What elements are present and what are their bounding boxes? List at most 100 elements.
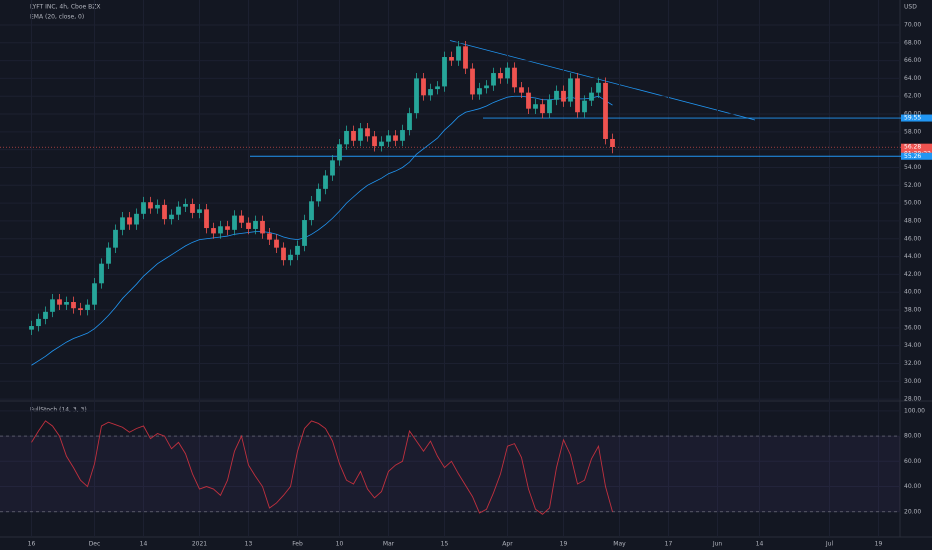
- ema-legend: EMA (20, close, 0): [30, 14, 84, 21]
- candle-body: [477, 88, 482, 95]
- candle-body: [113, 229, 118, 248]
- candle-body: [225, 226, 230, 230]
- y-tick-label: 100.00: [904, 407, 925, 414]
- candle-body: [127, 217, 132, 225]
- candle-body: [533, 104, 538, 109]
- candle-body: [463, 46, 468, 69]
- candle-body: [372, 136, 377, 147]
- candle-body: [43, 311, 48, 319]
- x-tick-label: Jul: [825, 541, 834, 548]
- price-label-bg: [901, 152, 932, 160]
- x-tick-label: Jun: [712, 541, 723, 548]
- candle-body: [603, 82, 608, 139]
- candle-body: [568, 78, 573, 102]
- candle-body: [183, 204, 188, 207]
- y-tick-label: 50.00: [904, 200, 921, 207]
- candle-body: [316, 188, 321, 202]
- candle-body: [519, 87, 524, 93]
- candle-body: [561, 90, 566, 102]
- candle-body: [435, 86, 440, 90]
- candle-body: [505, 67, 510, 79]
- candle-body: [379, 141, 384, 147]
- price-label: 56.28: [904, 144, 921, 151]
- candle-body: [162, 204, 167, 220]
- candle-body: [540, 104, 545, 114]
- y-tick-label: 32.00: [904, 360, 921, 367]
- x-tick-label: 16: [28, 541, 36, 548]
- candle-body: [295, 245, 300, 255]
- x-tick-label: May: [613, 541, 626, 548]
- candle-body: [64, 302, 69, 305]
- stoch-legend: FullStoch (14, 3, 3): [30, 407, 87, 414]
- candle-body: [155, 204, 160, 209]
- y-tick-label: 36.00: [904, 324, 921, 331]
- candle-body: [134, 213, 139, 225]
- x-tick-label: Apr: [502, 541, 513, 548]
- candle-body: [176, 206, 181, 215]
- indicator-line: [31, 95, 613, 366]
- candle-body: [484, 85, 489, 89]
- candle-body: [36, 318, 41, 327]
- candle-body: [281, 247, 286, 261]
- candle-body: [393, 135, 398, 141]
- candle-body: [190, 204, 195, 213]
- candle-body: [526, 92, 531, 109]
- x-tick-label: 14: [140, 541, 148, 548]
- candle-body: [323, 175, 328, 189]
- candle-body: [148, 202, 153, 209]
- y-tick-label: 28.00: [904, 396, 921, 403]
- y-tick-label: 62.00: [904, 93, 921, 100]
- candle-body: [169, 214, 174, 220]
- candle-body: [267, 233, 272, 240]
- candle-body: [197, 209, 202, 213]
- candle-body: [421, 78, 426, 96]
- x-tick-label: 15: [441, 541, 449, 548]
- candle-body: [386, 135, 391, 142]
- y-tick-label: 40.00: [904, 289, 921, 296]
- x-tick-label: 19: [875, 541, 883, 548]
- candle-body: [575, 78, 580, 113]
- candle-body: [351, 130, 356, 141]
- y-tick-label: 42.00: [904, 271, 921, 278]
- y-tick-label: 58.00: [904, 128, 921, 135]
- y-tick-label: 52.00: [904, 182, 921, 189]
- candle-body: [449, 57, 454, 61]
- candle-body: [288, 254, 293, 261]
- y-tick-label: 80.00: [904, 433, 921, 440]
- candle-body: [99, 263, 104, 284]
- x-tick-label: 17: [665, 541, 673, 548]
- y-tick-label: 70.00: [904, 21, 921, 28]
- candle-body: [211, 228, 216, 234]
- x-tick-label: 10: [336, 541, 344, 548]
- candle-body: [596, 82, 601, 93]
- price-label: 55.26: [904, 153, 921, 160]
- candle-body: [330, 160, 335, 176]
- candle-body: [337, 144, 342, 161]
- candle-body: [274, 239, 279, 248]
- candle-body: [358, 128, 363, 141]
- candle-body: [512, 67, 517, 88]
- candle-body: [470, 68, 475, 95]
- x-tick-label: Dec: [89, 541, 101, 548]
- chart-title: LYFT INC, 4h, Cboe BZX: [30, 4, 100, 11]
- y-tick-label: 30.00: [904, 378, 921, 385]
- candle-body: [456, 46, 461, 61]
- candle-body: [120, 217, 125, 230]
- x-tick-label: Mar: [383, 541, 395, 548]
- y-tick-label: 54.00: [904, 164, 921, 171]
- candle-body: [260, 220, 265, 234]
- candle-body: [50, 299, 55, 312]
- candle-body: [582, 100, 587, 113]
- candle-body: [92, 283, 97, 305]
- candle-body: [246, 222, 251, 229]
- y-tick-label: 66.00: [904, 57, 921, 64]
- candle-body: [253, 220, 258, 229]
- candle-body: [400, 130, 405, 141]
- y-tick-label: 46.00: [904, 235, 921, 242]
- candle-body: [232, 215, 237, 230]
- candle-body: [71, 302, 76, 309]
- y-tick-label: 60.00: [904, 111, 921, 118]
- candle-body: [309, 201, 314, 221]
